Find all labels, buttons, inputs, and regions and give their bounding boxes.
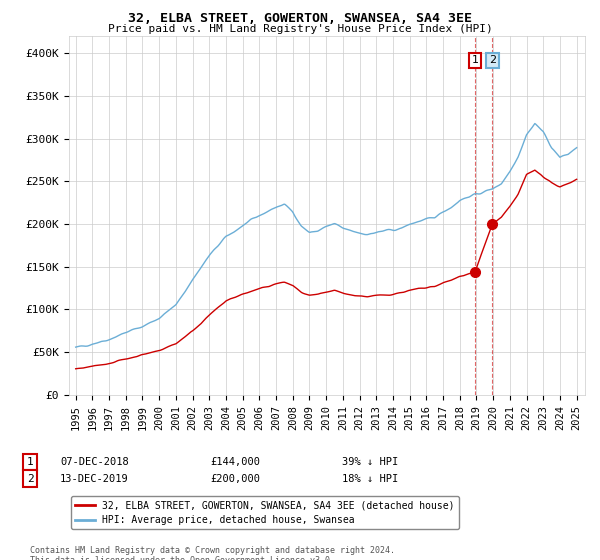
Text: 13-DEC-2019: 13-DEC-2019: [60, 474, 129, 484]
Text: 2: 2: [489, 55, 496, 66]
Text: 2: 2: [26, 474, 34, 484]
Text: Contains HM Land Registry data © Crown copyright and database right 2024.
This d: Contains HM Land Registry data © Crown c…: [30, 546, 395, 560]
Text: 1: 1: [26, 457, 34, 467]
Text: 39% ↓ HPI: 39% ↓ HPI: [342, 457, 398, 467]
Text: 18% ↓ HPI: 18% ↓ HPI: [342, 474, 398, 484]
Text: 32, ELBA STREET, GOWERTON, SWANSEA, SA4 3EE: 32, ELBA STREET, GOWERTON, SWANSEA, SA4 …: [128, 12, 472, 25]
Text: £144,000: £144,000: [210, 457, 260, 467]
Text: £200,000: £200,000: [210, 474, 260, 484]
Legend: 32, ELBA STREET, GOWERTON, SWANSEA, SA4 3EE (detached house), HPI: Average price: 32, ELBA STREET, GOWERTON, SWANSEA, SA4 …: [71, 496, 459, 529]
Text: 07-DEC-2018: 07-DEC-2018: [60, 457, 129, 467]
Text: 1: 1: [472, 55, 479, 66]
Text: Price paid vs. HM Land Registry's House Price Index (HPI): Price paid vs. HM Land Registry's House …: [107, 24, 493, 34]
